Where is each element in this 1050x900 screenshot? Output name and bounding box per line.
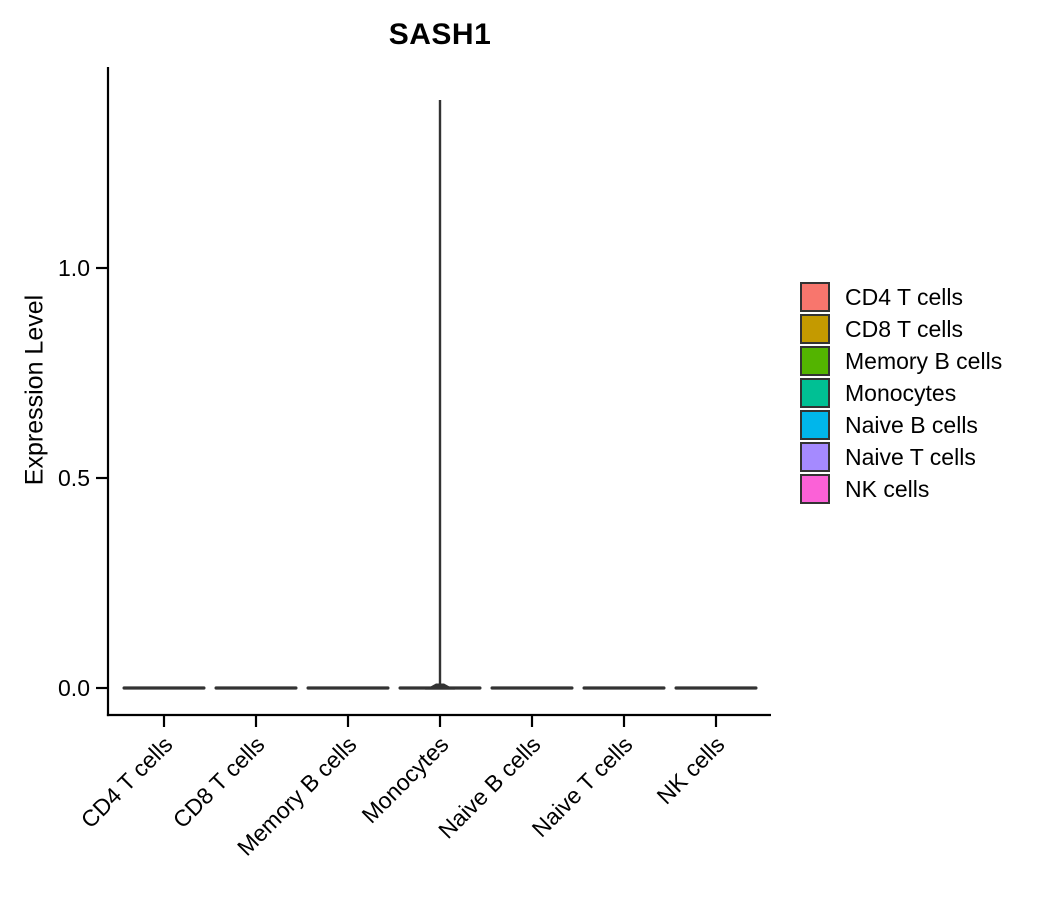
legend-swatch: [800, 410, 830, 440]
violin-body: [674, 686, 758, 690]
violin-base-bump: [425, 683, 455, 690]
legend-swatch: [800, 442, 830, 472]
violin-body: [306, 686, 390, 690]
legend-item: Memory B cells: [800, 346, 1002, 376]
legend-label: Monocytes: [845, 380, 957, 406]
x-tick-label: CD8 T cells: [168, 731, 270, 833]
y-axis-title: Expression Level: [20, 294, 49, 486]
x-tick-label: CD4 T cells: [76, 731, 178, 833]
chart-title: SASH1: [388, 18, 492, 51]
legend-label: NK cells: [845, 476, 930, 502]
legend-item: Naive B cells: [800, 410, 1002, 440]
legend-item: Naive T cells: [800, 442, 1002, 472]
violin-body: [122, 686, 206, 690]
x-tick-label: Monocytes: [357, 731, 454, 828]
violin-body: [490, 686, 574, 690]
legend-swatch: [800, 346, 830, 376]
y-tick-label: 1.0: [58, 255, 90, 281]
legend-item: Monocytes: [800, 378, 1002, 408]
legend-item: CD8 T cells: [800, 314, 1002, 344]
legend-label: Memory B cells: [845, 348, 1003, 374]
legend-label: CD8 T cells: [845, 316, 964, 342]
legend-swatch: [800, 314, 830, 344]
violin-body: [582, 686, 666, 690]
y-tick-label: 0.0: [58, 675, 90, 701]
y-tick-label: 0.5: [58, 465, 90, 491]
legend: CD4 T cells CD8 T cells Memory B cells Mono…: [800, 282, 1002, 506]
legend-swatch: [800, 474, 830, 504]
legend-swatch: [800, 378, 830, 408]
legend-item: CD4 T cells: [800, 282, 1002, 312]
legend-label: Naive B cells: [845, 412, 978, 438]
legend-item: NK cells: [800, 474, 1002, 504]
legend-swatch: [800, 282, 830, 312]
violin-body: [214, 686, 298, 690]
legend-label: CD4 T cells: [845, 284, 964, 310]
x-tick-label: NK cells: [651, 731, 729, 809]
legend-label: Naive T cells: [845, 444, 976, 470]
